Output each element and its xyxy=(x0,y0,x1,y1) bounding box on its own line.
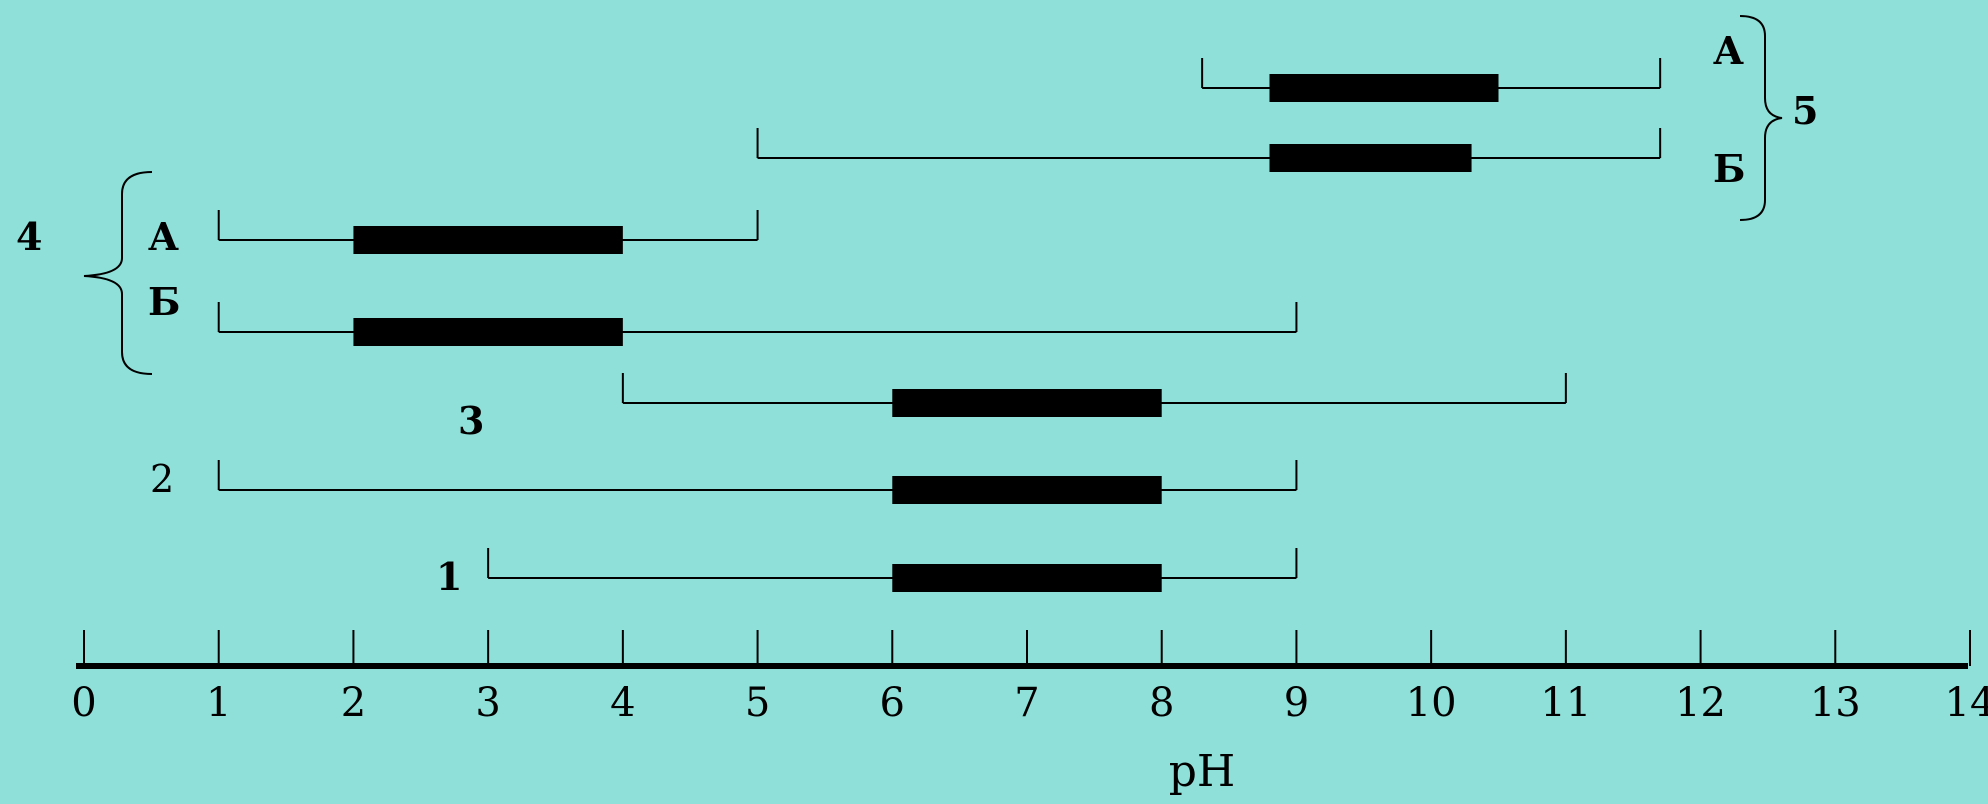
group-5-brace xyxy=(1739,15,1783,221)
x-tick-label-4: 4 xyxy=(610,680,635,726)
x-tick-label-1: 1 xyxy=(206,680,231,726)
series-label-3: 3 xyxy=(458,398,484,443)
optimum-bar-4b xyxy=(353,318,623,346)
x-tick-label-2: 2 xyxy=(341,680,366,726)
x-tick-label-0: 0 xyxy=(71,680,96,726)
series-label-4b: Б xyxy=(148,279,180,324)
x-tick-label-12: 12 xyxy=(1675,680,1726,726)
x-tick-label-9: 9 xyxy=(1284,680,1309,726)
x-tick-label-7: 7 xyxy=(1014,680,1039,726)
x-tick-label-3: 3 xyxy=(475,680,500,726)
x-tick-label-13: 13 xyxy=(1810,680,1861,726)
series-label-5a: А xyxy=(1713,28,1744,73)
x-tick-label-5: 5 xyxy=(745,680,770,726)
series-label-1: 1 xyxy=(436,554,462,599)
optimum-bar-5a xyxy=(1269,74,1499,102)
x-tick-label-14: 14 xyxy=(1945,680,1988,726)
series-label-5b: Б xyxy=(1713,146,1745,191)
optimum-bar-1 xyxy=(892,564,1162,592)
optimum-bar-4a xyxy=(353,226,623,254)
x-tick-label-10: 10 xyxy=(1406,680,1457,726)
series-label-4a: А xyxy=(148,214,179,259)
x-axis-ticks xyxy=(83,630,1971,666)
x-axis-tick-labels: 0 1 2 3 4 5 6 7 8 9 10 11 12 13 14 xyxy=(71,680,1988,726)
x-tick-label-6: 6 xyxy=(880,680,905,726)
range-bars xyxy=(217,58,1662,592)
x-tick-label-8: 8 xyxy=(1149,680,1174,726)
group-label-4: 4 xyxy=(16,214,42,259)
group-4-brace xyxy=(83,171,153,375)
x-tick-label-11: 11 xyxy=(1540,680,1591,726)
x-axis-title: pH xyxy=(1169,746,1236,797)
series-label-2: 2 xyxy=(150,457,174,501)
optimum-bar-5b xyxy=(1269,144,1472,172)
group-label-5: 5 xyxy=(1792,88,1818,133)
optimum-bar-3 xyxy=(892,389,1162,417)
optimum-bar-2 xyxy=(892,476,1162,504)
